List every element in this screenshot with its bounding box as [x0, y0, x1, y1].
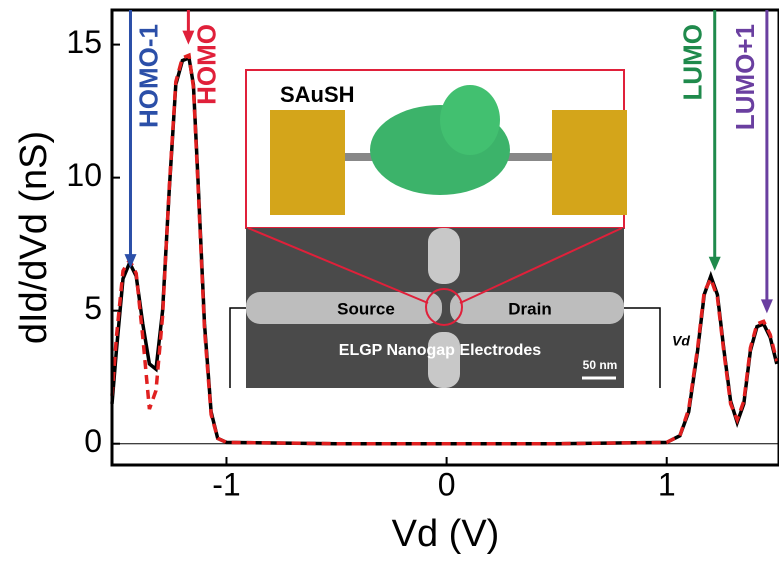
y-tick-label: 5	[84, 290, 102, 326]
y-tick-label: 0	[84, 423, 102, 459]
molecule-side-chains	[440, 85, 500, 155]
gold-electrode	[552, 110, 627, 215]
source-label: Source	[337, 299, 395, 318]
annotation-label: LUMO	[678, 24, 708, 101]
circuit-wire	[230, 308, 246, 388]
drain-label: Drain	[508, 299, 551, 318]
arrow-head	[124, 254, 136, 268]
annotation-label: HOMO-1	[133, 24, 163, 128]
gate-electrode	[428, 228, 460, 284]
arrow-head	[709, 257, 721, 271]
arrow-head	[761, 299, 773, 313]
y-axis-label: dId/dVd (nS)	[13, 131, 55, 344]
x-tick-label: 1	[658, 466, 676, 502]
scale-bar-label: 50 nm	[583, 358, 618, 372]
x-axis-label: Vd (V)	[392, 513, 500, 555]
x-tick-label: 0	[438, 466, 456, 502]
annotation-label: HOMO	[191, 24, 221, 105]
circuit-wire	[624, 308, 660, 388]
y-tick-label: 15	[66, 24, 102, 60]
y-tick-label: 10	[66, 157, 102, 193]
inset-caption: ELGP Nanogap Electrodes	[339, 342, 542, 359]
chart: SAuSH Source Drain ELGP Nanogap Electrod…	[0, 0, 779, 561]
gold-electrode	[270, 110, 345, 215]
inset-title: SAuSH	[280, 82, 355, 107]
voltage-label: Vd	[672, 333, 690, 349]
annotation-label: LUMO+1	[730, 24, 760, 130]
x-tick-label: -1	[212, 466, 240, 502]
gate-electrode	[428, 332, 460, 388]
inset: SAuSH Source Drain ELGP Nanogap Electrod…	[230, 70, 690, 388]
